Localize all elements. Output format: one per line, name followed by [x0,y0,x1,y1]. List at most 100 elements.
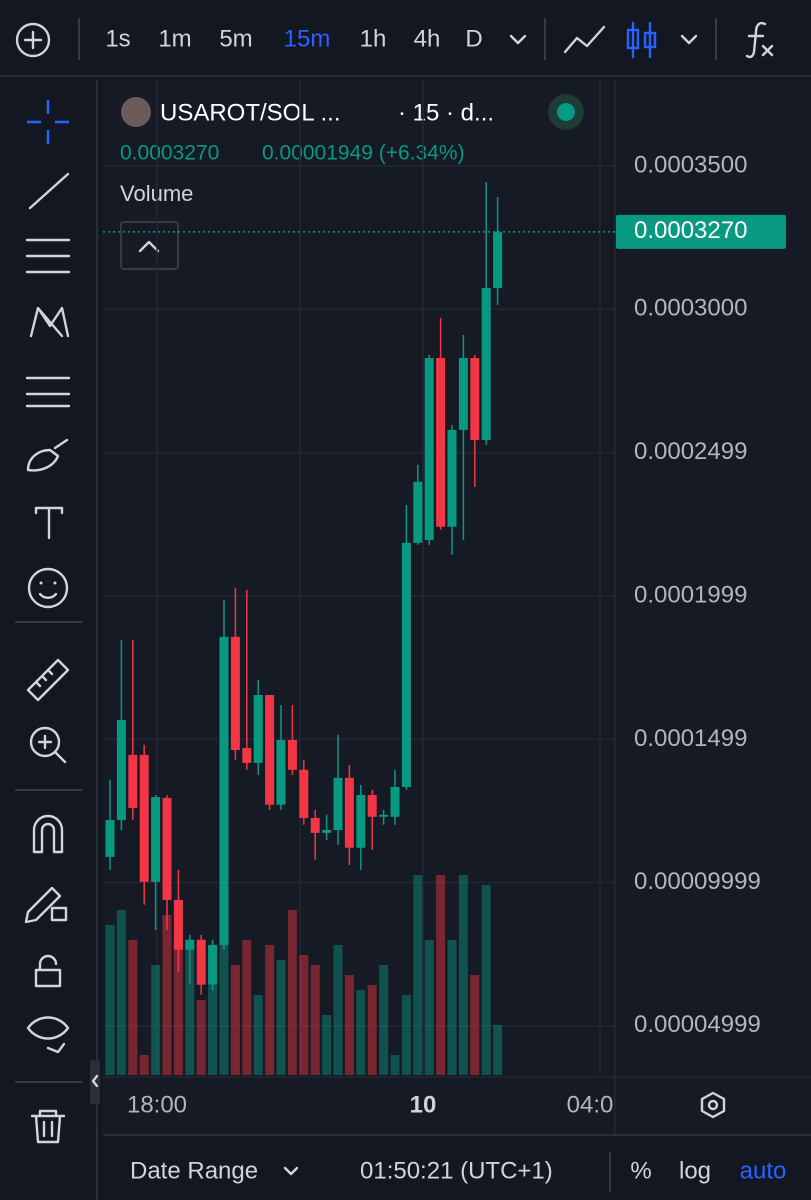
settings-button[interactable] [700,1091,726,1119]
plot [103,80,615,1075]
volume-bar [196,1000,206,1075]
candle-body [299,769,309,818]
emoji-tool[interactable] [27,567,69,609]
interval-button[interactable]: 1h [360,25,387,52]
hide-tool[interactable] [26,1016,70,1054]
candle-body [208,944,218,985]
volume-bar [413,875,423,1075]
volume-bar [356,990,366,1075]
line-chart-button[interactable] [563,25,606,54]
log-toggle[interactable]: log [679,1157,711,1184]
volume-bar [424,940,434,1075]
legend-change: 0.00001949 (+6.34%) [262,142,465,165]
fib-tool[interactable] [25,238,71,274]
volume-bar [230,965,240,1075]
candle-body [390,786,400,817]
clock[interactable]: 01:50:21 (UTC+1) [360,1157,553,1184]
candle-body [379,814,389,817]
unlock-tool[interactable] [34,954,62,988]
volume-bar [390,1055,400,1075]
x-tick-label: 10 [410,1091,437,1118]
candle-body [219,636,229,945]
candle-body [447,429,457,527]
volume-bar [185,940,195,1075]
crosshair-tool[interactable] [27,100,69,144]
candle-body [367,795,377,817]
candle-body [401,542,411,787]
interval-button[interactable]: 15m [284,25,331,52]
volume-bar [139,1055,149,1075]
volume-bar [333,945,343,1075]
candle-chart-button[interactable] [626,22,657,58]
collapse-arrow [91,1074,99,1088]
candle-body [458,357,468,430]
collapse-legend[interactable] [120,221,179,270]
zoom-tool[interactable] [29,726,67,764]
add-symbol[interactable] [15,22,51,58]
volume-bar [242,940,252,1075]
interval-button[interactable]: D [465,25,482,52]
candle-body [481,288,491,440]
candle-body [310,817,320,833]
volume-bar [287,910,297,1075]
volume-bar [401,995,411,1075]
trend-line-tool[interactable] [28,172,70,210]
last-price-label: 0.0003270 [634,217,747,244]
date-range-menu[interactable] [283,1166,299,1176]
volume-bar [470,975,480,1075]
volume-bar [481,885,491,1075]
candle-body [265,694,275,805]
interval-button[interactable]: 5m [219,25,252,52]
x-tick-label: 04:0 [567,1091,614,1118]
y-tick-label: 0.00004999 [634,1011,761,1038]
symbol-name[interactable]: USAROT/SOL ... [160,99,340,126]
market-status [557,103,575,121]
indicators-button[interactable] [745,21,774,59]
candle-body [242,748,252,763]
auto-toggle[interactable]: auto [740,1157,787,1184]
delete-tool[interactable] [30,1109,66,1144]
legend-close: 0.0003270 [120,142,219,165]
percent-toggle[interactable]: % [630,1157,651,1184]
chart-pane [103,80,811,1135]
volume-bar [173,935,183,1075]
interval-button[interactable]: 1m [158,25,191,52]
interval-menu[interactable] [509,34,527,45]
last-price-box [616,214,786,249]
candle-body [151,797,161,882]
volume-bar [208,985,218,1075]
date-range[interactable]: Date Range [130,1157,258,1184]
projection-tool[interactable] [25,376,71,408]
y-tick-label: 0.0001999 [634,581,747,608]
volume-bar [276,960,286,1075]
candle-body [173,899,183,950]
volume-bar [162,915,172,1075]
candle-body [276,739,286,805]
candle-body [470,357,480,440]
candle-body [116,719,126,820]
ruler-tool[interactable] [26,658,70,702]
magnet-tool[interactable] [32,814,64,854]
candle-body [139,754,149,882]
chart-type-menu[interactable] [680,34,698,45]
interval-button[interactable]: 1s [105,25,130,52]
volume-bar [458,875,468,1075]
candle-body [333,777,343,830]
pattern-tool[interactable] [29,306,70,338]
candle-body [128,754,138,808]
text-tool[interactable] [34,506,64,540]
collapse-chevron [138,240,160,253]
candle-body [344,777,354,848]
brush-tool[interactable] [26,438,69,472]
candle-body [162,797,172,900]
volume-bar [219,935,229,1075]
lock-drawings[interactable] [24,886,68,924]
volume-bar [436,875,446,1075]
volume-bar [116,910,126,1075]
volume-bar [128,940,138,1075]
interval-button[interactable]: 4h [414,25,441,52]
y-tick-label: 0.0003000 [634,295,747,322]
candle-body [105,819,115,857]
